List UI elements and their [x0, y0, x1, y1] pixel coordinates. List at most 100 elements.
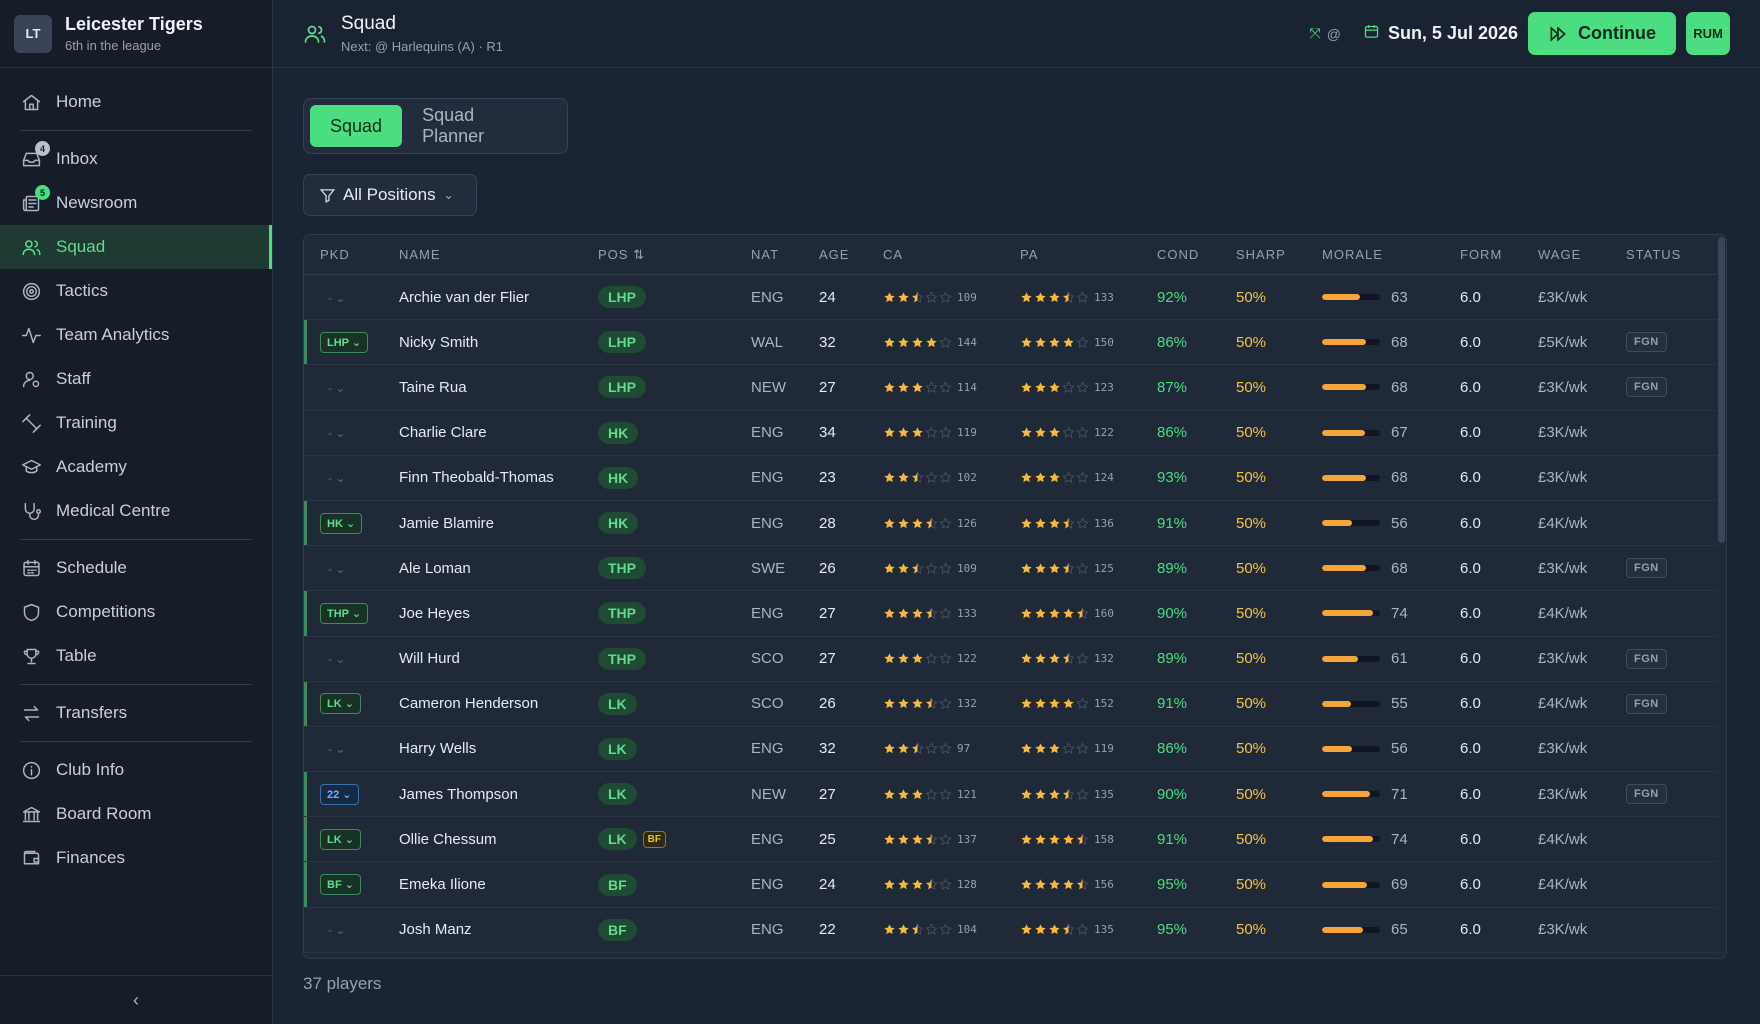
picked-position-dropdown[interactable]: LHP ⌄	[320, 331, 369, 353]
star-full-icon	[897, 336, 910, 349]
picked-position-dropdown[interactable]: LK ⌄	[320, 828, 361, 850]
picked-position-dropdown[interactable]: THP ⌄	[320, 602, 369, 624]
star-empty-icon	[939, 923, 952, 936]
table-row[interactable]: BF ⌄ Emeka Ilione BF ENG 24 128 156 95% 50% 69 6.0…	[304, 862, 1726, 908]
player-name[interactable]: Jamie Blamire	[399, 514, 495, 532]
table-row[interactable]: LK ⌄ Cameron Henderson LK SCO 26 132 152 91% 50%…	[304, 681, 1726, 727]
position-filter-dropdown[interactable]: All Positions ⌄	[303, 174, 477, 216]
sidebar-item-training[interactable]: Training	[0, 401, 272, 445]
sidebar-item-inbox[interactable]: 4 Inbox	[0, 137, 272, 181]
sidebar-item-club-info[interactable]: Club Info	[0, 748, 272, 792]
picked-position-dropdown[interactable]: - ⌄	[328, 380, 346, 395]
player-name[interactable]: Josh Manz	[399, 921, 472, 939]
star-empty-icon	[1076, 516, 1089, 530]
player-name[interactable]: Nicky Smith	[399, 333, 479, 351]
player-name[interactable]: Charlie Clare	[399, 424, 487, 442]
table-row[interactable]: - ⌄ Archie van der Flier LHP ENG 24 109 133 92%…	[304, 275, 1726, 321]
player-name[interactable]: James Thompson	[399, 785, 518, 803]
picked-position-dropdown[interactable]: - ⌄	[328, 652, 346, 667]
status-cell: FGN	[1626, 648, 1706, 669]
sidebar-item-finances[interactable]: Finances	[0, 836, 272, 880]
star-full-icon	[883, 471, 896, 484]
sidebar-item-transfers[interactable]: Transfers	[0, 691, 272, 735]
sidebar-item-home[interactable]: Home	[0, 80, 272, 124]
player-name[interactable]: Archie van der Flier	[399, 288, 530, 306]
wage: £4K/wk	[1538, 830, 1588, 848]
sidebar-item-newsroom[interactable]: 5 Newsroom	[0, 181, 272, 225]
chevron-down-icon: ⌄	[341, 698, 354, 711]
current-ability: 109	[883, 291, 1020, 304]
picked-position-dropdown[interactable]: - ⌄	[328, 471, 346, 486]
star-full-icon	[911, 697, 924, 710]
sidebar-item-academy[interactable]: Academy	[0, 445, 272, 489]
sidebar-item-label: Transfers	[56, 703, 128, 722]
table-row[interactable]: - ⌄ Josh Manz BF ENG 22 104 135 95% 50% 65 6.0 £3K/…	[304, 908, 1726, 953]
users-icon	[20, 236, 42, 258]
sidebar-item-team-analytics[interactable]: Team Analytics	[0, 313, 272, 357]
picked-position-dropdown[interactable]: - ⌄	[328, 290, 346, 305]
pa-stars	[1020, 697, 1090, 710]
ca-stars	[883, 788, 953, 801]
pa-value: 156	[1094, 878, 1114, 892]
tab-squad-planner[interactable]: Squad Planner	[422, 105, 485, 146]
scrollbar-thumb[interactable]	[1718, 237, 1725, 543]
sharpness: 50%	[1236, 424, 1267, 442]
table-row[interactable]: - ⌄ Will Hurd THP SCO 27 122 132 89% 50% 61 6.0 £3K…	[304, 637, 1726, 682]
sidebar-item-label: Competitions	[56, 602, 156, 621]
users-icon	[303, 22, 327, 46]
table-row[interactable]: LHP ⌄ Nicky Smith LHP WAL 32 144 150 86% 50% 68 6.…	[304, 320, 1726, 366]
player-name[interactable]: Harry Wells	[399, 740, 477, 758]
table-row[interactable]: - ⌄ Finn Theobald-Thomas HK ENG 23 102 124 93% 5…	[304, 456, 1726, 501]
sidebar-item-medical-centre[interactable]: Medical Centre	[0, 489, 272, 533]
table-row[interactable]: THP ⌄ Joe Heyes THP ENG 27 133 160 90% 50% 74 6.0 £…	[304, 591, 1726, 637]
star-full-icon	[897, 291, 910, 304]
table-row[interactable]: 22 ⌄ James Thompson LK NEW 27 121 135 90% 50% 71 6…	[304, 772, 1726, 818]
sidebar-item-schedule[interactable]: Schedule	[0, 546, 272, 590]
picked-position-dropdown[interactable]: BF ⌄	[320, 874, 361, 896]
star-half-icon	[911, 471, 924, 484]
morale-value: 74	[1391, 830, 1408, 848]
tab-squad[interactable]: Squad	[310, 105, 403, 147]
player-name[interactable]: Will Hurd	[399, 650, 460, 668]
morale: 61	[1322, 650, 1460, 667]
morale-value: 55	[1391, 695, 1408, 713]
player-name[interactable]: Emeka Ilione	[399, 876, 486, 894]
player-name[interactable]: Joe Heyes	[399, 604, 470, 622]
sidebar-item-board-room[interactable]: Board Room	[0, 792, 272, 836]
star-empty-icon	[1076, 336, 1089, 349]
sidebar-item-competitions[interactable]: Competitions	[0, 590, 272, 634]
picked-position-dropdown[interactable]: - ⌄	[328, 923, 346, 938]
table-row[interactable]: LK ⌄ Ollie Chessum LK BF ENG 25 137 158 91% 50% 74…	[304, 817, 1726, 863]
table-row[interactable]: - ⌄ Ale Loman THP SWE 26 109 125 89% 50% 68 6.0 £3K…	[304, 546, 1726, 592]
star-half-icon	[911, 291, 924, 304]
picked-position-dropdown[interactable]: HK ⌄	[320, 512, 363, 534]
age: 26	[819, 559, 836, 577]
picked-position-dropdown[interactable]: - ⌄	[328, 426, 346, 441]
picked-position-dropdown[interactable]: 22 ⌄	[320, 783, 359, 805]
user-avatar-button[interactable]: RUM	[1686, 12, 1730, 55]
player-name[interactable]: Taine Rua	[399, 378, 467, 396]
fast-forward-icon	[1550, 25, 1566, 42]
collapse-sidebar-button[interactable]: ‹	[0, 975, 272, 1024]
sidebar-item-tactics[interactable]: Tactics	[0, 269, 272, 313]
picked-position-dropdown[interactable]: - ⌄	[328, 742, 346, 757]
table-row[interactable]: HK ⌄ Jamie Blamire HK ENG 28 126 136 91% 50% 56 6.…	[304, 500, 1726, 547]
player-name[interactable]: Cameron Henderson	[399, 695, 539, 713]
star-full-icon	[1048, 562, 1061, 575]
player-name[interactable]: Finn Theobald-Thomas	[399, 469, 554, 487]
sidebar-item-squad[interactable]: Squad	[0, 225, 272, 269]
player-name[interactable]: Ollie Chessum	[399, 830, 497, 848]
sidebar-item-staff[interactable]: Staff	[0, 357, 272, 401]
player-name[interactable]: Ale Loman	[399, 559, 471, 577]
club-header[interactable]: LT Leicester Tigers 6th in the league	[0, 0, 272, 68]
continue-button[interactable]: Continue	[1528, 12, 1676, 55]
column-header-pos[interactable]: POS ⇅	[598, 246, 645, 262]
table-scrollbar[interactable]	[1717, 235, 1726, 958]
table-row[interactable]: - ⌄ Taine Rua LHP NEW 27 114 123 87% 50% 68 6.0 £3K…	[304, 365, 1726, 411]
picked-position-dropdown[interactable]: LK ⌄	[320, 693, 361, 715]
picked-position-dropdown[interactable]: - ⌄	[328, 561, 346, 576]
sidebar-item-table[interactable]: Table	[0, 634, 272, 678]
table-row[interactable]: - ⌄ Harry Wells LK ENG 32 97 119 86% 50% 56 6.0 £3K…	[304, 727, 1726, 773]
table-row[interactable]: - ⌄ Charlie Clare HK ENG 34 119 122 86% 50% 67 6.0…	[304, 411, 1726, 456]
star-full-icon	[1034, 742, 1047, 755]
